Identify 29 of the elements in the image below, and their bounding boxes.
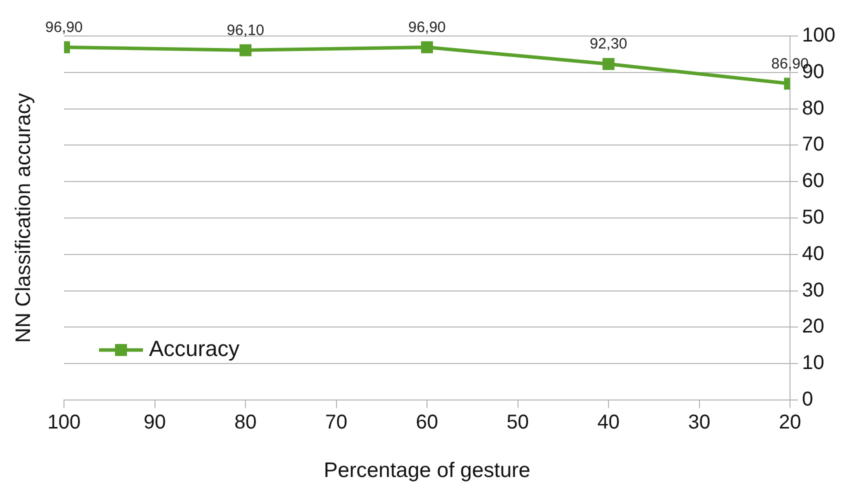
y-tick-label: 60 [802,170,824,192]
y-tick-label: 10 [802,352,824,374]
y-tick-label: 50 [802,206,824,229]
y-tick-label: 0 [802,388,814,411]
x-tick-label: 70 [325,412,348,434]
x-tick-label: 30 [688,412,710,434]
y-tick-label: 100 [802,24,836,47]
data-label: 96,90 [45,18,83,36]
x-tick-label: 60 [416,412,438,434]
data-label: 96,90 [408,18,446,36]
y-tick-label: 30 [802,279,824,302]
data-label: 96,10 [226,22,264,39]
x-tick-label: 80 [234,412,257,434]
x-tick-label: 100 [47,412,81,434]
y-tick-label: 80 [802,97,824,120]
y-tick-label: 70 [802,134,824,156]
x-axis-title: Percentage of gesture [324,459,530,482]
point [240,44,252,56]
x-tick-label: 90 [144,412,166,434]
data-label: 92,30 [590,36,628,53]
point [602,58,614,70]
y-tick-label: 40 [802,242,824,265]
x-tick-label: 50 [506,412,529,434]
legend-label: Accuracy [149,336,240,362]
x-tick-label: 20 [778,412,802,434]
y-axis-title: NN Classification accuracy [12,92,35,343]
point [421,41,433,54]
y-tick-label: 20 [802,316,824,338]
x-tick-label: 40 [597,412,620,434]
